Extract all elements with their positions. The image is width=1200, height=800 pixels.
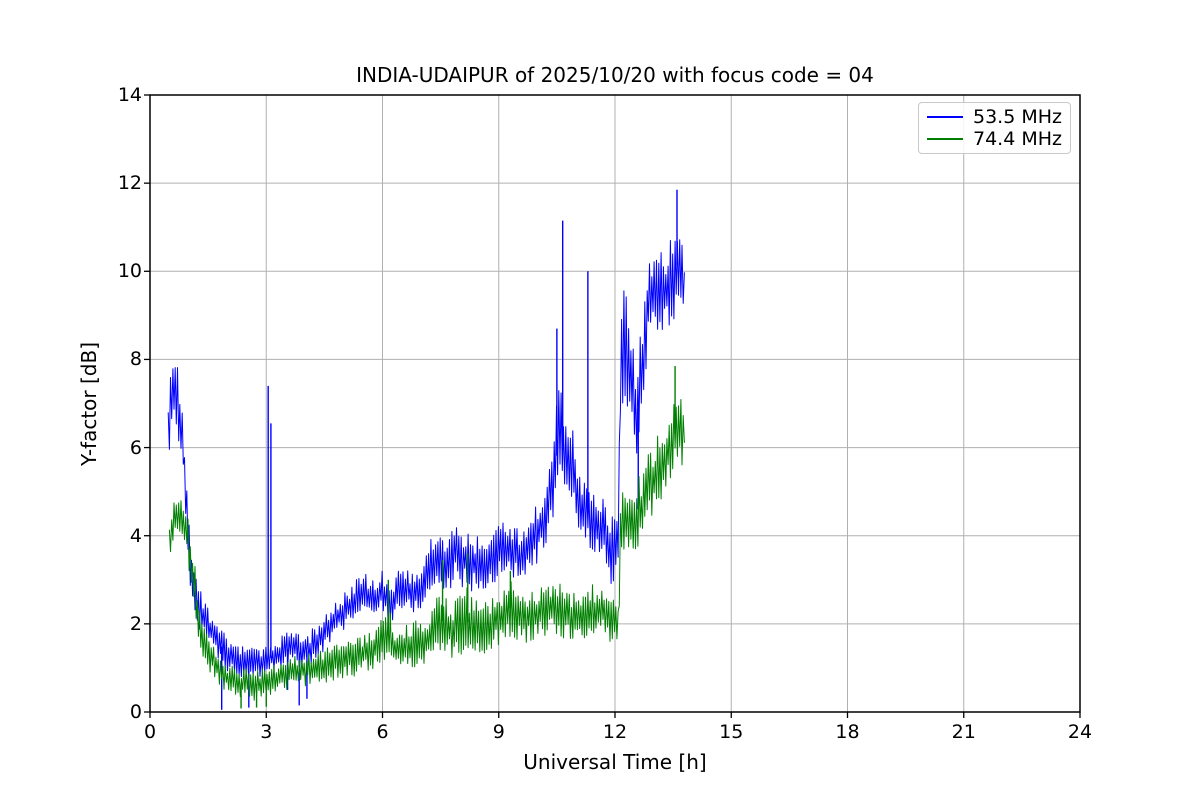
legend-label: 53.5 MHz [973,105,1062,128]
y-tick-label: 2 [129,612,142,635]
y-tick-label: 14 [117,84,142,106]
legend-label: 74.4 MHz [973,128,1062,151]
legend-line-icon [927,115,963,118]
y-tick-label: 6 [129,436,142,459]
y-tick-label: 4 [129,524,142,547]
series-path-1 [168,399,685,701]
legend-item: 74.4 MHz [927,128,1062,150]
x-axis-label: Universal Time [h] [523,750,707,774]
chart-title: INDIA-UDAIPUR of 2025/10/20 with focus c… [356,63,874,87]
x-tick-label: 21 [951,721,976,743]
x-tick-label: 24 [1067,721,1093,743]
x-tick-label: 3 [260,721,273,743]
legend-line-icon [927,138,963,141]
y-tick-label: 12 [117,172,142,195]
legend: 53.5 MHz 74.4 MHz [918,102,1071,154]
y-tick-label: 10 [117,260,142,283]
y-tick-label: 0 [129,701,142,723]
x-tick-label: 0 [143,721,157,743]
x-tick-label: 15 [719,721,744,743]
legend-item: 53.5 MHz [927,106,1062,128]
series-path-0 [167,239,685,678]
x-tick-label: 9 [492,721,505,743]
y-axis-label: Y-factor [dB] [77,341,101,467]
y-tick-label: 8 [129,348,142,371]
x-tick-label: 18 [835,721,860,743]
x-tick-label: 12 [602,721,628,743]
x-tick-label: 6 [376,721,389,743]
